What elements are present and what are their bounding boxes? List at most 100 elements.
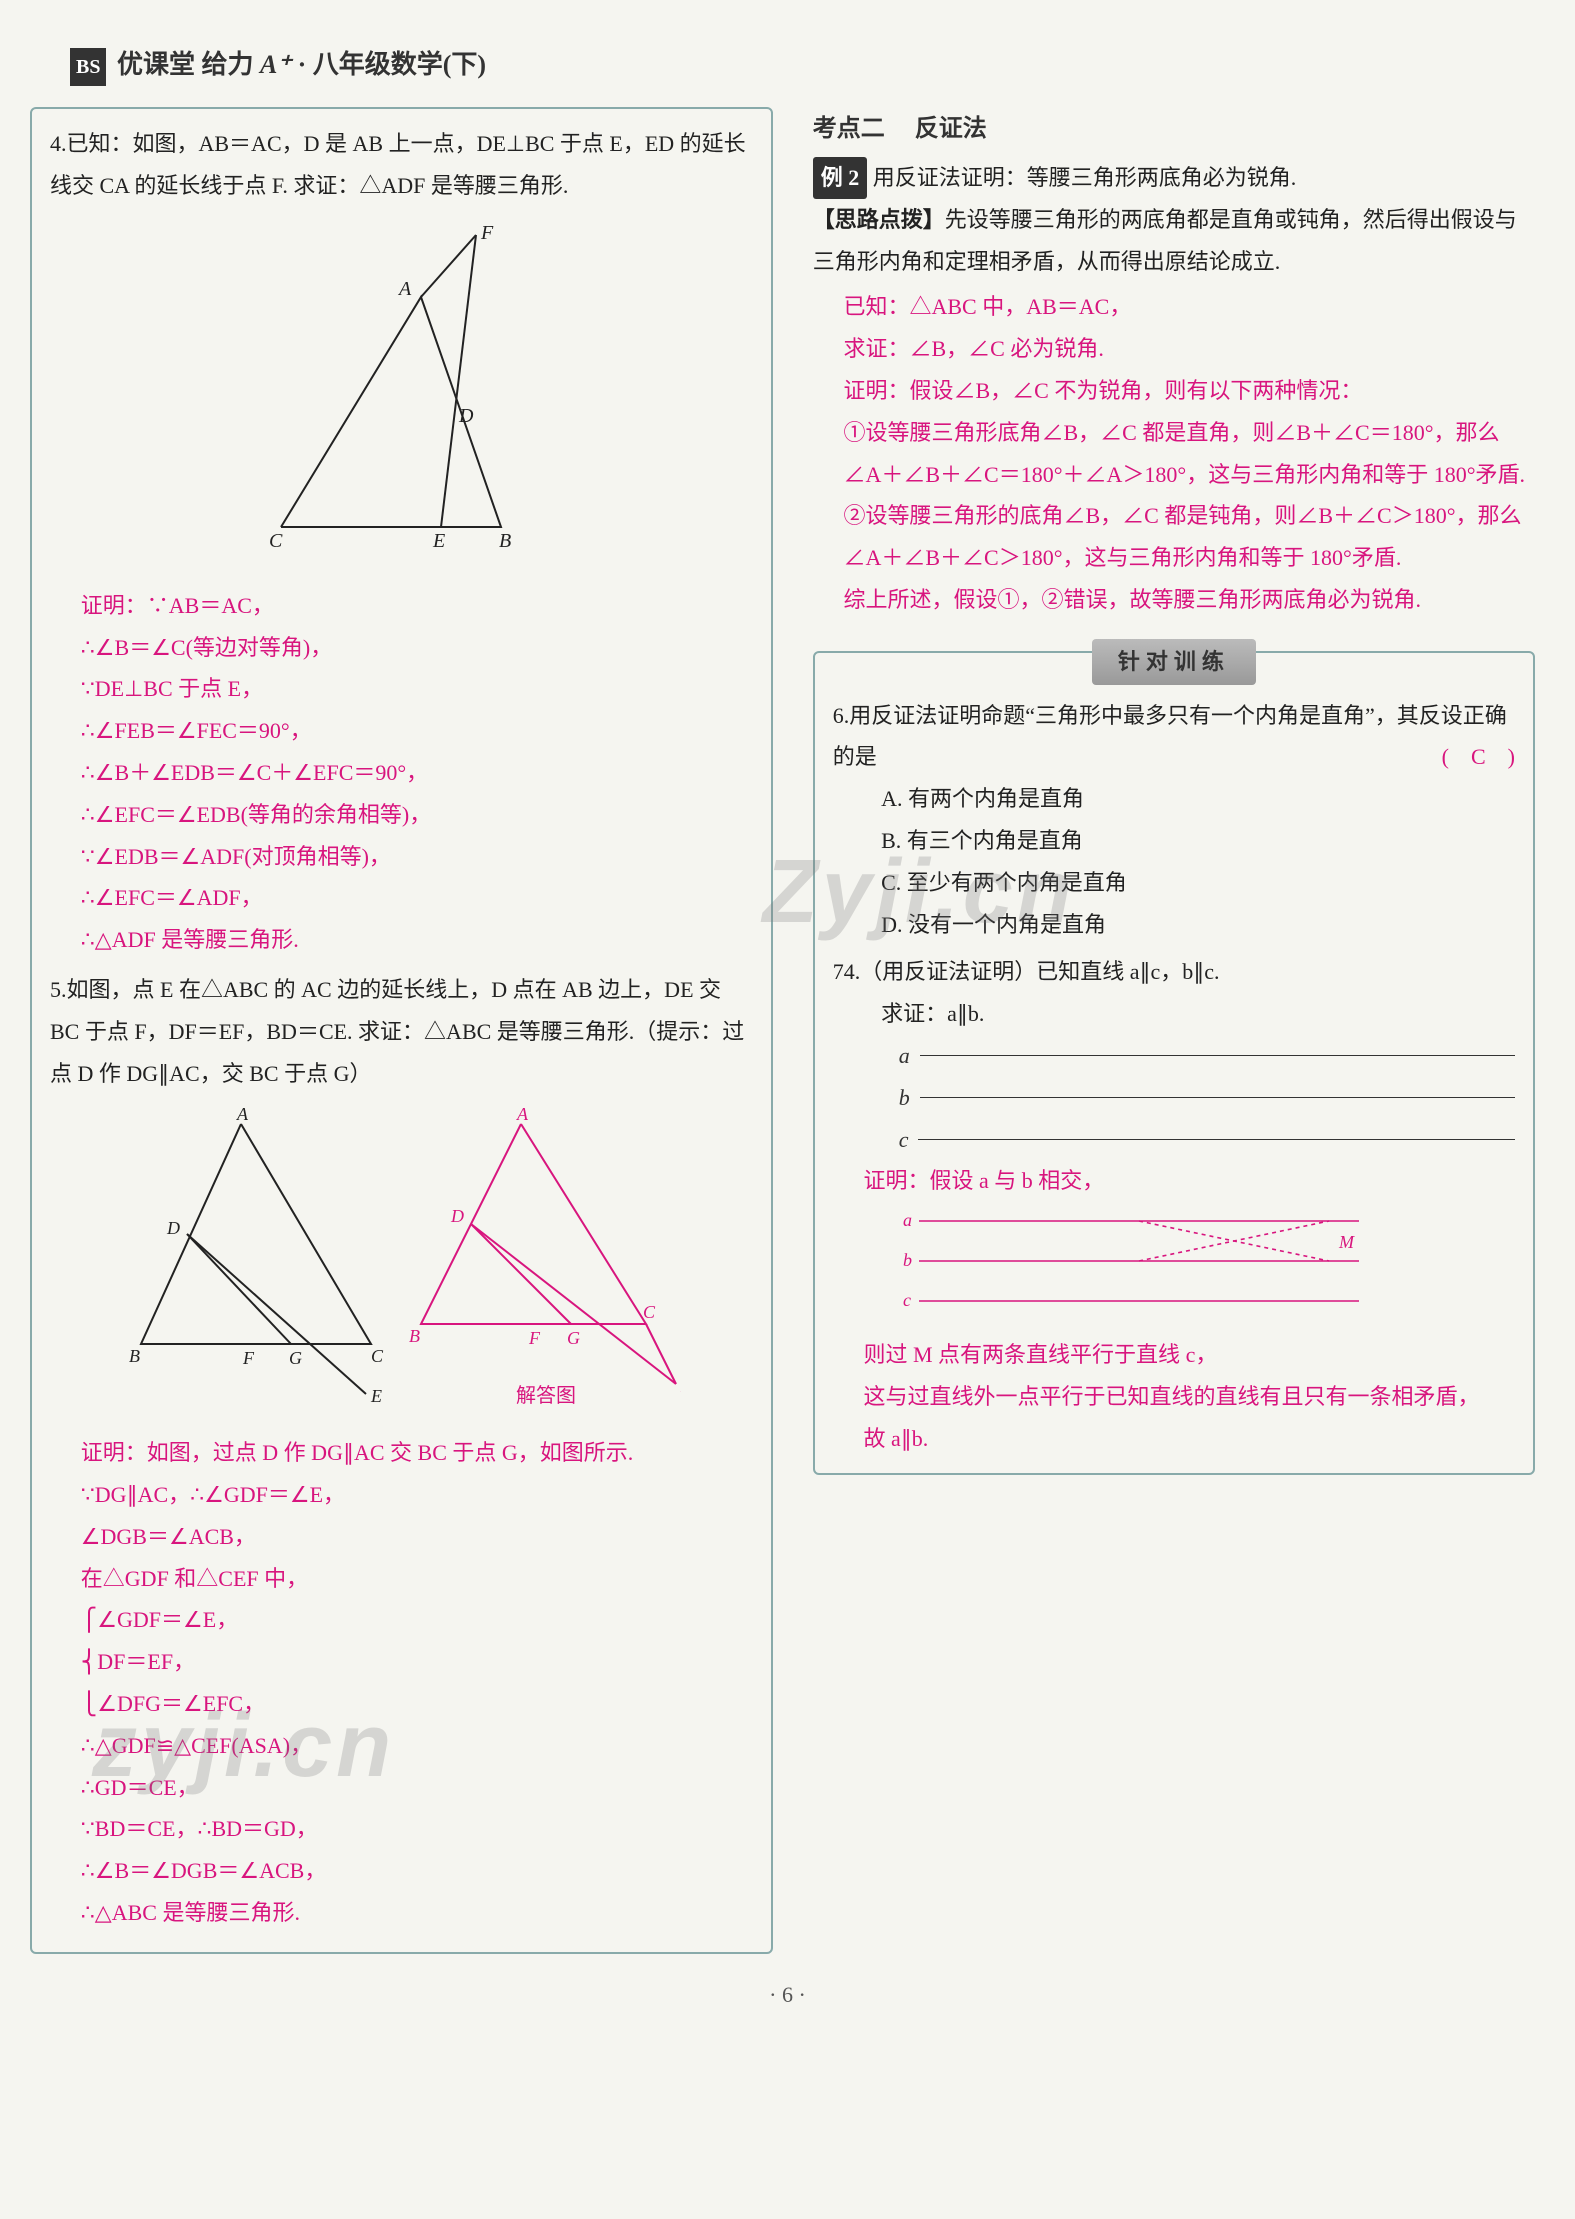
brand-text: 优课堂 — [117, 50, 195, 79]
q4-p3: ∴∠FEB＝∠FEC＝90°， — [81, 710, 753, 752]
example-stem: 例 2 用反证法证明：等腰三角形两底角必为锐角. — [813, 157, 1535, 199]
q4-svg: C E B A D F — [251, 217, 551, 557]
eb2: 证明：假设∠B，∠C 不为锐角，则有以下两种情况： — [813, 370, 1535, 412]
la: a — [899, 1035, 910, 1077]
line-a: a — [899, 1035, 1515, 1077]
svg-text:D: D — [450, 1206, 464, 1226]
page-header: BS 优课堂 给力 A⁺ · 八年级数学(下) — [30, 40, 1545, 89]
svg-text:A: A — [236, 1104, 249, 1124]
hint-label: 【思路点拨】 — [813, 207, 945, 232]
q5-p0: 证明：如图，过点 D 作 DG∥AC 交 BC 于点 G，如图所示. — [81, 1432, 753, 1474]
logo-badge: BS — [70, 48, 106, 86]
q6-optA: A. 有两个内角是直角 — [833, 778, 1515, 820]
q5-p2: ∠DGB＝∠ACB， — [81, 1516, 753, 1558]
q7-r1: 这与过直线外一点平行于已知直线的直线有且只有一条相矛盾， — [864, 1376, 1516, 1418]
svg-text:F: F — [242, 1348, 255, 1368]
svg-text:B: B — [499, 530, 511, 552]
series-text: 给力 — [201, 50, 253, 79]
line-c: c — [899, 1119, 1515, 1161]
q6-answer: ( C ) — [1442, 736, 1515, 778]
eb3: ①设等腰三角形底角∠B，∠C 都是直角，则∠B＋∠C＝180°，那么∠A＋∠B＋… — [813, 412, 1535, 496]
svg-text:G: G — [289, 1348, 302, 1368]
eb1: 求证：∠B，∠C 必为锐角. — [813, 328, 1535, 370]
practice-banner-text: 针对训练 — [1092, 639, 1256, 685]
lb: b — [899, 1077, 910, 1119]
left-column: 4.已知：如图，AB＝AC，D 是 AB 上一点，DE⊥BC 于点 E，ED 的… — [30, 107, 773, 1953]
q6-answer-letter: C — [1471, 744, 1486, 769]
q5-p7: ∴△GDF≌△CEF(ASA)， — [81, 1725, 753, 1767]
q7-cross-diagram: a b c M — [899, 1206, 1515, 1330]
q4-p6: ∵∠EDB＝∠ADF(对顶角相等)， — [81, 836, 753, 878]
practice-box: 针对训练 6.用反证法证明命题“三角形中最多只有一个内角是直角”，其反设正确的是… — [813, 651, 1535, 1476]
q5-p4: ⎧∠GDF＝∠E， — [81, 1599, 753, 1641]
svg-text:A: A — [516, 1104, 529, 1124]
svg-text:E: E — [370, 1386, 382, 1404]
q4-p0: 证明：∵AB＝AC， — [81, 585, 753, 627]
q6-num: 6. — [833, 703, 850, 728]
q6-optC: C. 至少有两个内角是直角 — [833, 862, 1515, 904]
q7-toprove: 求证：a∥b. — [833, 993, 1515, 1035]
svg-text:C: C — [371, 1346, 384, 1366]
example-hint: 【思路点拨】先设等腰三角形的两底角都是直角或钝角，然后得出假设与三角形内角和定理… — [813, 199, 1535, 283]
q4-diagram: C E B A D F — [50, 217, 753, 571]
q5-diagram: ABC DGFE ABC DGFE 解答图 — [50, 1104, 753, 1418]
q5-proof: 证明：如图，过点 D 作 DG∥AC 交 BC 于点 G，如图所示. ∵DG∥A… — [50, 1432, 753, 1934]
q7-r0: 则过 M 点有两条直线平行于直线 c， — [864, 1334, 1516, 1376]
q7-proof-head: 证明：假设 a 与 b 相交， — [833, 1160, 1515, 1202]
q6-optB: B. 有三个内角是直角 — [833, 820, 1515, 862]
svg-text:A: A — [397, 278, 412, 300]
lc: c — [899, 1119, 909, 1161]
q4-p7: ∴∠EFC＝∠ADF， — [81, 877, 753, 919]
q5-caption: 解答图 — [516, 1384, 576, 1404]
q7-text: （用反证法证明）已知直线 a∥c，b∥c. — [860, 959, 1219, 984]
svg-text:D: D — [458, 405, 474, 427]
q4-block: 4.已知：如图，AB＝AC，D 是 AB 上一点，DE⊥BC 于点 E，ED 的… — [50, 123, 753, 961]
svg-text:B: B — [129, 1346, 140, 1366]
right-column: 考点二 反证法 例 2 用反证法证明：等腰三角形两底角必为锐角. 【思路点拨】先… — [803, 107, 1545, 1953]
eb5: 综上所述，假设①，②错误，故等腰三角形两底角必为锐角. — [813, 579, 1535, 621]
page-number: · 6 · — [30, 1974, 1545, 2016]
q5-num: 5. — [50, 977, 67, 1002]
svg-text:C: C — [643, 1302, 656, 1322]
q4-p2: ∵DE⊥BC 于点 E， — [81, 668, 753, 710]
q4-text: 已知：如图，AB＝AC，D 是 AB 上一点，DE⊥BC 于点 E，ED 的延长… — [50, 131, 746, 198]
q6-stem: 6.用反证法证明命题“三角形中最多只有一个内角是直角”，其反设正确的是 ( C … — [833, 695, 1515, 779]
q5-p6: ⎩∠DFG＝∠EFC， — [81, 1683, 753, 1725]
example-badge: 例 2 — [813, 157, 868, 199]
q7-r2: 故 a∥b. — [864, 1418, 1516, 1460]
q5-p8: ∴GD＝CE， — [81, 1767, 753, 1809]
q5-p10: ∴∠B＝∠DGB＝∠ACB， — [81, 1850, 753, 1892]
q6-optD: D. 没有一个内角是直角 — [833, 904, 1515, 946]
q5-p5: ⎨DF＝EF， — [81, 1641, 753, 1683]
svg-text:E: E — [680, 1376, 681, 1396]
topic-name: 反证法 — [915, 116, 987, 142]
svg-text:C: C — [269, 530, 283, 552]
q5-p1: ∵DG∥AC，∴∠GDF＝∠E， — [81, 1474, 753, 1516]
q5-svg: ABC DGFE ABC DGFE 解答图 — [121, 1104, 681, 1404]
cx-b: b — [903, 1250, 912, 1270]
svg-text:D: D — [166, 1218, 180, 1238]
q5-block: 5.如图，点 E 在△ABC 的 AC 边的延长线上，D 点在 AB 边上，DE… — [50, 969, 753, 1934]
topic-label: 考点二 — [813, 116, 885, 142]
cx-a: a — [903, 1210, 912, 1230]
q4-stem: 4.已知：如图，AB＝AC，D 是 AB 上一点，DE⊥BC 于点 E，ED 的… — [50, 123, 753, 207]
example-body: 已知：△ABC 中，AB＝AC， 求证：∠B，∠C 必为锐角. 证明：假设∠B，… — [813, 286, 1535, 620]
cx-c: c — [903, 1290, 911, 1310]
cx-M: M — [1338, 1232, 1355, 1252]
q4-p4: ∴∠B＋∠EDB＝∠C＋∠EFC＝90°， — [81, 752, 753, 794]
q4-proof: 证明：∵AB＝AC， ∴∠B＝∠C(等边对等角)， ∵DE⊥BC 于点 E， ∴… — [50, 585, 753, 961]
q4-p5: ∴∠EFC＝∠EDB(等角的余角相等)， — [81, 794, 753, 836]
q7-num: 74. — [833, 959, 861, 984]
svg-text:E: E — [432, 530, 445, 552]
q4-p8: ∴△ADF 是等腰三角形. — [81, 919, 753, 961]
svg-text:B: B — [409, 1326, 420, 1346]
svg-text:F: F — [480, 222, 494, 244]
eb0: 已知：△ABC 中，AB＝AC， — [813, 286, 1535, 328]
q5-p9: ∵BD＝CE，∴BD＝GD， — [81, 1808, 753, 1850]
topic-title: 考点二 反证法 — [813, 107, 1535, 153]
q7-stem: 74.（用反证法证明）已知直线 a∥c，b∥c. — [833, 951, 1515, 993]
svg-text:F: F — [528, 1328, 541, 1348]
example-text: 用反证法证明：等腰三角形两底角必为锐角. — [873, 165, 1297, 190]
practice-banner: 针对训练 — [833, 639, 1515, 685]
q6-text: 用反证法证明命题“三角形中最多只有一个内角是直角”，其反设正确的是 — [833, 703, 1507, 770]
